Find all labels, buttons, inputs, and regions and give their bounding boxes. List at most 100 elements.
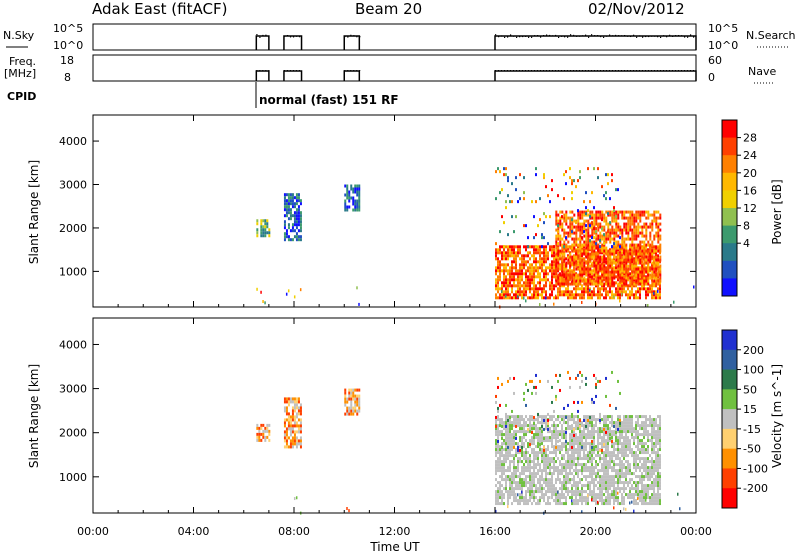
echo-cell (659, 267, 662, 271)
echo-cell (557, 457, 559, 461)
echo-cell (587, 502, 589, 506)
echo-cell (557, 224, 559, 228)
echo-cell (657, 436, 659, 440)
echo-cell (523, 445, 525, 449)
echo-cell (497, 433, 499, 437)
echo-cell (593, 273, 596, 277)
echo-cell (585, 290, 587, 294)
echo-cell (513, 254, 515, 258)
echo-cell (615, 493, 617, 497)
echo-cell (599, 457, 601, 461)
echo-cell (635, 249, 638, 253)
echo-cell (513, 436, 515, 440)
echo-cell (559, 487, 561, 491)
echo-cell (553, 248, 555, 252)
echo-cell (537, 502, 539, 506)
echo-cell (545, 275, 547, 279)
echo-cell (543, 236, 545, 240)
echo-cell (645, 448, 647, 452)
echo-cell (523, 478, 525, 482)
echo-cell (567, 463, 569, 467)
echo-cell (569, 460, 571, 464)
echo-cell (569, 472, 571, 476)
echo-cell (535, 430, 537, 434)
nave-point (606, 70, 607, 71)
echo-cell (593, 270, 596, 274)
echo-cell (523, 421, 525, 425)
echo-cell (525, 415, 527, 419)
echo-cell (633, 454, 635, 458)
echo-cell (517, 293, 519, 297)
echo-cell (567, 287, 569, 291)
echo-cell (583, 484, 585, 488)
echo-cell (595, 454, 597, 458)
colorbar-swatch (722, 260, 737, 279)
echo-cell (581, 457, 583, 461)
echo-cell (497, 442, 499, 446)
echo-cell (579, 243, 582, 247)
echo-cell (569, 439, 571, 443)
echo-cell (619, 270, 622, 274)
echo-cell (513, 415, 515, 419)
echo-cell (625, 258, 628, 262)
echo-cell (495, 478, 497, 482)
echo-cell (511, 290, 513, 294)
echo-cell (358, 184, 361, 188)
echo-cell (505, 487, 507, 491)
echo-cell (589, 424, 591, 428)
echo-cell (635, 433, 637, 437)
echo-cell (495, 418, 497, 422)
echo-cell (293, 439, 296, 443)
echo-cell (617, 475, 619, 479)
echo-cell (533, 469, 535, 473)
echo-cell (657, 275, 659, 279)
echo-cell (613, 255, 616, 259)
echo-cell (283, 397, 286, 401)
echo-cell (595, 261, 598, 265)
echo-cell (551, 179, 553, 183)
echo-cell (599, 216, 602, 220)
echo-cell (645, 487, 647, 491)
echo-cell (641, 472, 643, 476)
echo-cell (533, 493, 535, 497)
echo-cell (591, 421, 593, 425)
echo-cell (519, 436, 521, 440)
echo-cell (639, 475, 641, 479)
echo-cell (631, 272, 633, 276)
echo-cell (593, 264, 596, 268)
echo-cell (573, 457, 575, 461)
echo-cell (505, 245, 507, 249)
echo-cell (621, 248, 623, 252)
echo-cell (625, 284, 627, 288)
echo-cell (609, 231, 612, 235)
echo-cell (585, 415, 587, 419)
echo-cell (577, 436, 579, 440)
echo-cell (505, 167, 507, 171)
nave-point (265, 70, 267, 71)
echo-cell (581, 273, 584, 277)
echo-cell (633, 481, 635, 485)
echo-cell (597, 224, 599, 228)
echo-cell (527, 460, 529, 464)
echo-cell (517, 466, 519, 470)
echo-cell (583, 219, 586, 223)
echo-cell (356, 412, 359, 416)
nave-point (283, 70, 285, 71)
echo-cell (641, 463, 643, 467)
echo-cell (587, 433, 589, 437)
echo-cell (619, 225, 622, 229)
echo-cell (605, 502, 607, 506)
echo-cell (495, 266, 497, 270)
echo-cell (539, 445, 541, 449)
echo-cell (509, 376, 511, 380)
echo-cell (563, 275, 565, 279)
echo-cell (565, 481, 567, 485)
echo-cell (559, 240, 562, 244)
echo-cell (623, 282, 626, 286)
echo-cell (569, 270, 572, 274)
echo-cell (299, 214, 302, 218)
echo-cell (603, 451, 605, 455)
echo-cell (635, 451, 637, 455)
echo-cell (587, 436, 589, 440)
echo-cell (581, 243, 584, 247)
